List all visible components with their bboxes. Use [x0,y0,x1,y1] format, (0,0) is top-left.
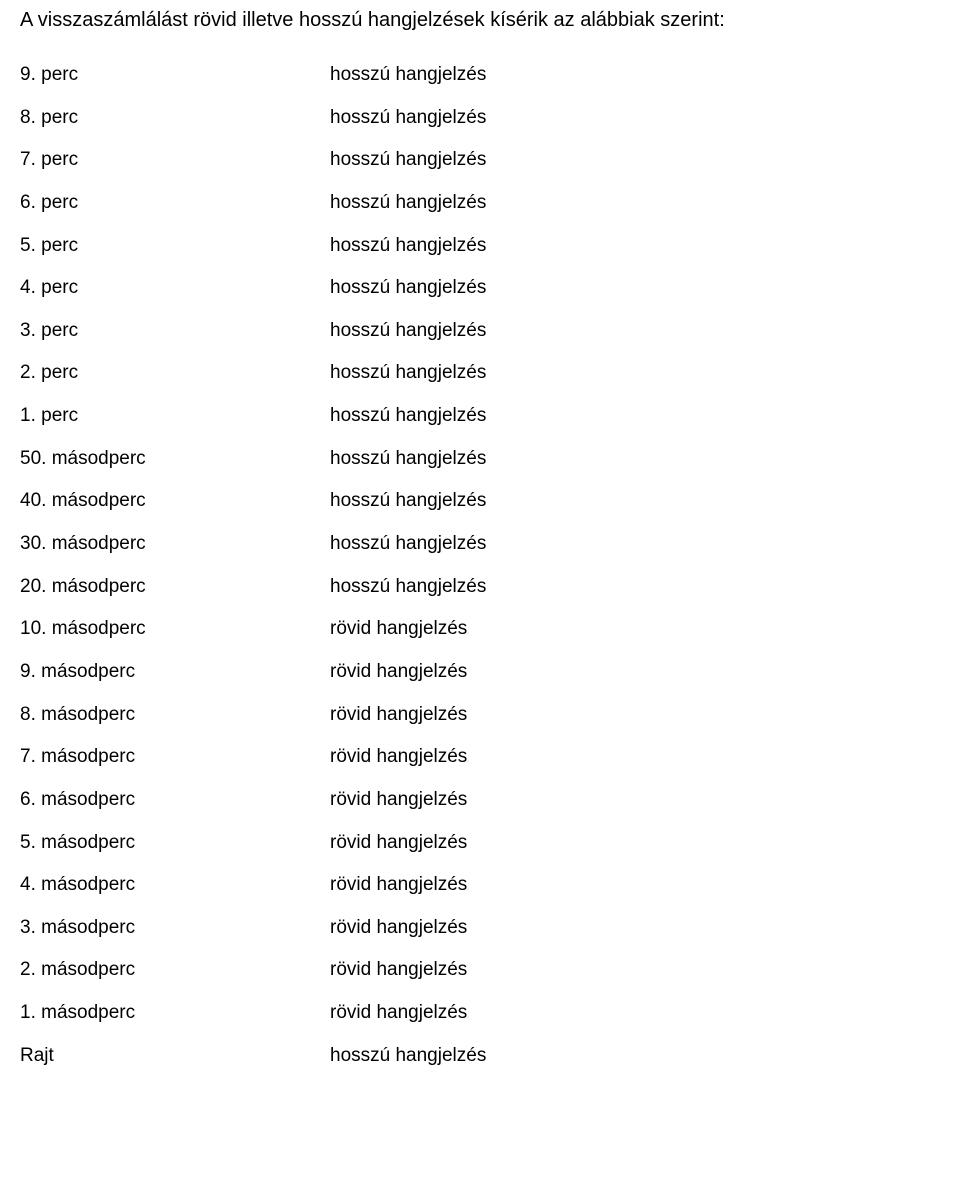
table-row: 8. perchosszú hangjelzés [20,105,940,131]
table-row: 3. perchosszú hangjelzés [20,318,940,344]
signal-cell: hosszú hangjelzés [330,105,940,131]
time-cell: 20. másodperc [20,574,330,600]
table-row: 1. perchosszú hangjelzés [20,403,940,429]
table-row: 10. másodpercrövid hangjelzés [20,616,940,642]
table-row: 6. perchosszú hangjelzés [20,190,940,216]
time-cell: 50. másodperc [20,446,330,472]
signal-cell: hosszú hangjelzés [330,233,940,259]
countdown-table: 9. perchosszú hangjelzés8. perchosszú ha… [20,62,940,1068]
time-cell: 30. másodperc [20,531,330,557]
table-row: 2. perchosszú hangjelzés [20,360,940,386]
time-cell: 2. perc [20,360,330,386]
table-row: 9. perchosszú hangjelzés [20,62,940,88]
table-row: 30. másodperchosszú hangjelzés [20,531,940,557]
table-row: 5. másodpercrövid hangjelzés [20,830,940,856]
time-cell: 4. másodperc [20,872,330,898]
signal-cell: hosszú hangjelzés [330,318,940,344]
table-row: 7. perchosszú hangjelzés [20,147,940,173]
time-cell: 9. másodperc [20,659,330,685]
signal-cell: rövid hangjelzés [330,1000,940,1026]
time-cell: 7. másodperc [20,744,330,770]
signal-cell: hosszú hangjelzés [330,147,940,173]
signal-cell: hosszú hangjelzés [330,574,940,600]
table-row: 3. másodpercrövid hangjelzés [20,915,940,941]
signal-cell: hosszú hangjelzés [330,488,940,514]
table-row: 6. másodpercrövid hangjelzés [20,787,940,813]
signal-cell: hosszú hangjelzés [330,275,940,301]
time-cell: 4. perc [20,275,330,301]
time-cell: 8. másodperc [20,702,330,728]
intro-text: A visszaszámlálást rövid illetve hosszú … [20,6,940,34]
time-cell: 5. másodperc [20,830,330,856]
signal-cell: rövid hangjelzés [330,872,940,898]
signal-cell: rövid hangjelzés [330,957,940,983]
table-row: 50. másodperchosszú hangjelzés [20,446,940,472]
signal-cell: rövid hangjelzés [330,830,940,856]
signal-cell: rövid hangjelzés [330,787,940,813]
time-cell: 10. másodperc [20,616,330,642]
time-cell: 6. perc [20,190,330,216]
table-row: 8. másodpercrövid hangjelzés [20,702,940,728]
signal-cell: hosszú hangjelzés [330,531,940,557]
time-cell: 1. másodperc [20,1000,330,1026]
signal-cell: rövid hangjelzés [330,616,940,642]
signal-cell: hosszú hangjelzés [330,190,940,216]
table-row: 4. perchosszú hangjelzés [20,275,940,301]
table-row: 9. másodpercrövid hangjelzés [20,659,940,685]
signal-cell: rövid hangjelzés [330,915,940,941]
signal-cell: hosszú hangjelzés [330,446,940,472]
table-row: 40. másodperchosszú hangjelzés [20,488,940,514]
signal-cell: hosszú hangjelzés [330,1043,940,1069]
time-cell: 3. másodperc [20,915,330,941]
time-cell: 7. perc [20,147,330,173]
time-cell: 1. perc [20,403,330,429]
time-cell: 5. perc [20,233,330,259]
signal-cell: hosszú hangjelzés [330,62,940,88]
table-row: 1. másodpercrövid hangjelzés [20,1000,940,1026]
time-cell: 40. másodperc [20,488,330,514]
signal-cell: hosszú hangjelzés [330,360,940,386]
table-row: 5. perchosszú hangjelzés [20,233,940,259]
table-row: 4. másodpercrövid hangjelzés [20,872,940,898]
signal-cell: rövid hangjelzés [330,702,940,728]
signal-cell: rövid hangjelzés [330,744,940,770]
signal-cell: hosszú hangjelzés [330,403,940,429]
table-row: 20. másodperchosszú hangjelzés [20,574,940,600]
time-cell: Rajt [20,1043,330,1069]
time-cell: 8. perc [20,105,330,131]
table-row: 7. másodpercrövid hangjelzés [20,744,940,770]
table-row: Rajthosszú hangjelzés [20,1043,940,1069]
table-row: 2. másodpercrövid hangjelzés [20,957,940,983]
time-cell: 2. másodperc [20,957,330,983]
time-cell: 6. másodperc [20,787,330,813]
time-cell: 3. perc [20,318,330,344]
signal-cell: rövid hangjelzés [330,659,940,685]
time-cell: 9. perc [20,62,330,88]
